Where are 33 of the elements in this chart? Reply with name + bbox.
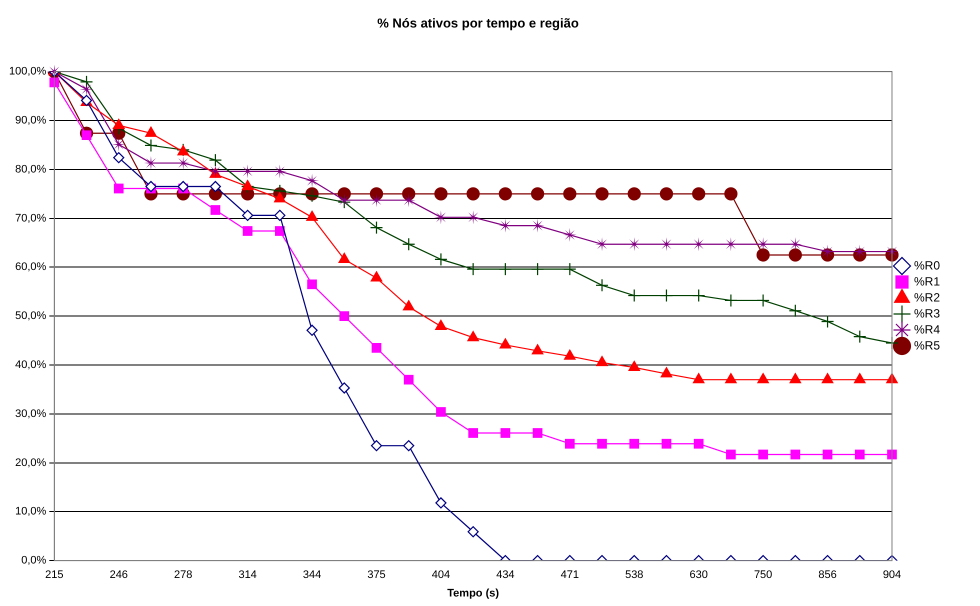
x-axis-title: Tempo (s) bbox=[447, 587, 500, 600]
y-tick-label: 50,0% bbox=[15, 310, 47, 322]
y-tick-label: 90,0% bbox=[15, 114, 47, 127]
x-tick-label: 344 bbox=[302, 569, 322, 582]
y-tick-label: 70,0% bbox=[15, 212, 47, 224]
x-tick-label: 434 bbox=[496, 569, 515, 582]
x-tick-label: 538 bbox=[625, 569, 644, 582]
x-tick-label: 904 bbox=[882, 569, 902, 582]
y-tick-label: 0,0% bbox=[21, 554, 47, 567]
x-tick-label: 471 bbox=[560, 569, 579, 582]
y-tick-label: 20,0% bbox=[15, 456, 47, 469]
y-tick-label: 80,0% bbox=[15, 163, 47, 176]
legend-label: %R3 bbox=[914, 306, 940, 320]
y-tick-label: 30,0% bbox=[15, 408, 47, 420]
x-tick-label: 314 bbox=[238, 569, 257, 582]
x-tick-label: 215 bbox=[45, 569, 64, 582]
y-tick-label: 100,0% bbox=[8, 66, 47, 78]
legend-label: %R1 bbox=[914, 274, 940, 288]
x-tick-label: 246 bbox=[110, 569, 128, 582]
x-tick-label: 375 bbox=[367, 569, 386, 582]
y-tick-label: 40,0% bbox=[15, 359, 47, 372]
legend-label: %R0 bbox=[914, 258, 940, 272]
chart-title: % Nós ativos por tempo e região bbox=[377, 15, 579, 30]
legend-label: %R5 bbox=[914, 338, 940, 352]
x-tick-label: 750 bbox=[754, 569, 772, 582]
y-tick-label: 60,0% bbox=[15, 261, 47, 274]
y-tick-label: 10,0% bbox=[15, 506, 47, 518]
legend-label: %R2 bbox=[914, 290, 940, 304]
x-tick-label: 856 bbox=[818, 569, 837, 582]
legend-label: %R4 bbox=[914, 322, 940, 336]
x-tick-label: 404 bbox=[432, 569, 450, 582]
x-tick-label: 630 bbox=[690, 569, 708, 582]
x-tick-label: 278 bbox=[174, 569, 192, 582]
